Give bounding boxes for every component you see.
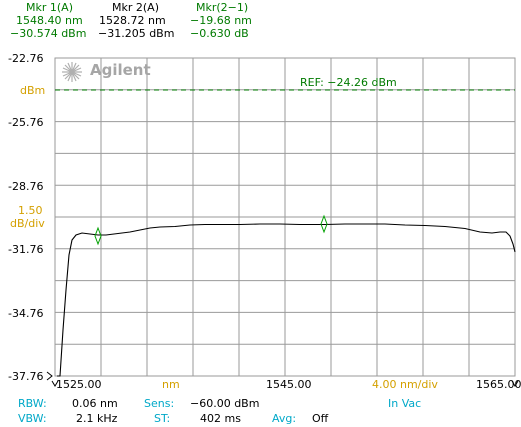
y-tick-top: -22.76 [8,52,44,65]
y-unit-label: dBm [20,84,46,97]
x-stop-label: 1565.00 [476,378,521,391]
x-center-label: 1545.00 [266,378,312,391]
x-start-arrow [51,380,59,387]
y-tick-bottom: -37.76 [8,370,44,383]
marker-delta-wavelength: −19.68 nm [190,14,252,27]
x-unit-label: nm [162,378,180,391]
marker-2-title: Mkr 2(A) [112,1,159,14]
rbw-label: RBW: [18,397,47,410]
spectrum-trace [57,223,516,377]
y-tick-2: -25.76 [8,116,44,129]
medium-label: In Vac [388,397,422,410]
st-value: 402 ms [200,412,241,425]
st-label: ST: [154,412,171,425]
marker-delta-title: Mkr(2−1) [196,1,249,14]
x-span-per-div: 4.00 nm/div [372,378,438,391]
rbw-value: 0.06 nm [72,397,118,410]
y-tick-4: -31.76 [8,243,44,256]
vbw-label: VBW: [18,412,47,425]
y-tick-3: -28.76 [8,180,44,193]
y-tick-5: -34.76 [8,307,44,320]
marker-delta-power: −0.630 dB [190,27,249,40]
marker-2-power: −31.205 dBm [98,27,175,40]
plot-grid [54,57,516,377]
avg-label: Avg: [272,412,297,425]
marker-2-wavelength: 1528.72 nm [99,14,166,27]
x-start-label: 1525.00 [56,378,102,391]
marker-1-diamond[interactable] [320,214,328,234]
x-stop-arrow [511,380,519,387]
avg-value: Off [312,412,329,425]
sens-label: Sens: [144,397,175,410]
marker-1-wavelength: 1548.40 nm [16,14,83,27]
reference-level-label: REF: −24.26 dBm [300,76,397,89]
agilent-spark-icon [62,62,82,82]
y-scale-value: 1.50 [18,204,43,217]
agilent-logo-text: Agilent [90,61,151,79]
marker-1-title: Mkr 1(A) [26,1,73,14]
y-bottom-arrow [46,371,53,381]
vbw-value: 2.1 kHz [76,412,118,425]
sens-value: −60.00 dBm [190,397,260,410]
marker-2-diamond[interactable] [94,226,102,246]
y-scale-unit: dB/div [10,217,45,230]
marker-1-power: −30.574 dBm [10,27,87,40]
